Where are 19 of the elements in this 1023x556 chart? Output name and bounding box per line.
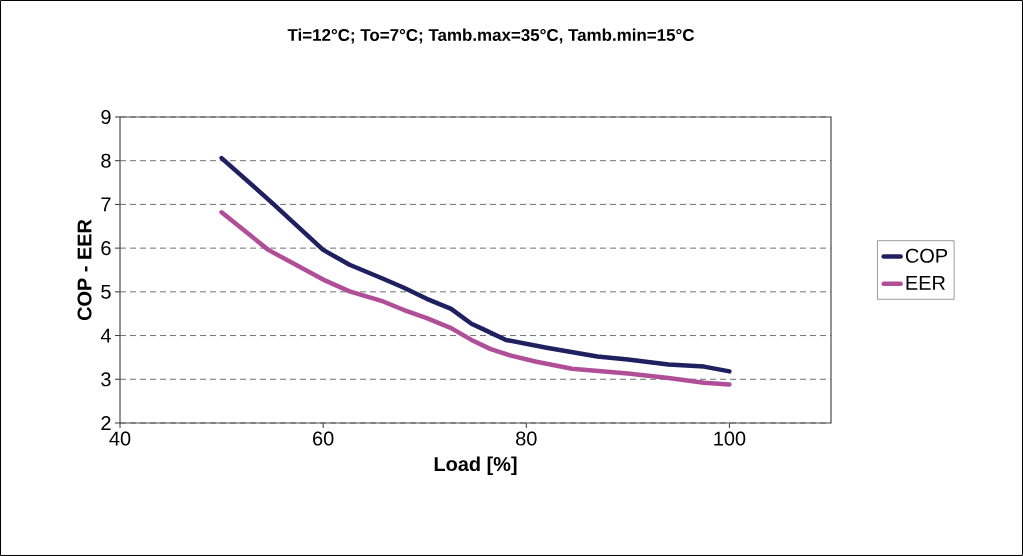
x-tick-label: 60 [313,431,334,446]
chart-title: Ti=12°C; To=7°C; Tamb.max=35°C, Tamb.min=15°C [287,28,695,44]
y-tick-label: 8 [101,153,111,168]
x-axis-title: Load [%] [434,456,517,476]
y-tick-label: 6 [101,241,111,256]
x-tick-label: 80 [516,431,537,446]
y-tick-label: 2 [101,416,111,430]
legend-label: COP [905,248,948,263]
legend-label: EER [906,276,945,290]
y-tick-label: 4 [100,328,111,343]
line-series [219,210,732,387]
y-tick-label: 5 [101,284,111,299]
y-tick-label: 7 [101,197,111,212]
line-series [219,155,732,374]
y-axis-title: COP - EER [77,219,92,321]
x-tick-label: 40 [109,431,131,446]
x-tick-label: 100 [714,431,746,446]
y-tick-label: 9 [101,109,111,125]
y-tick-label: 3 [101,372,111,387]
